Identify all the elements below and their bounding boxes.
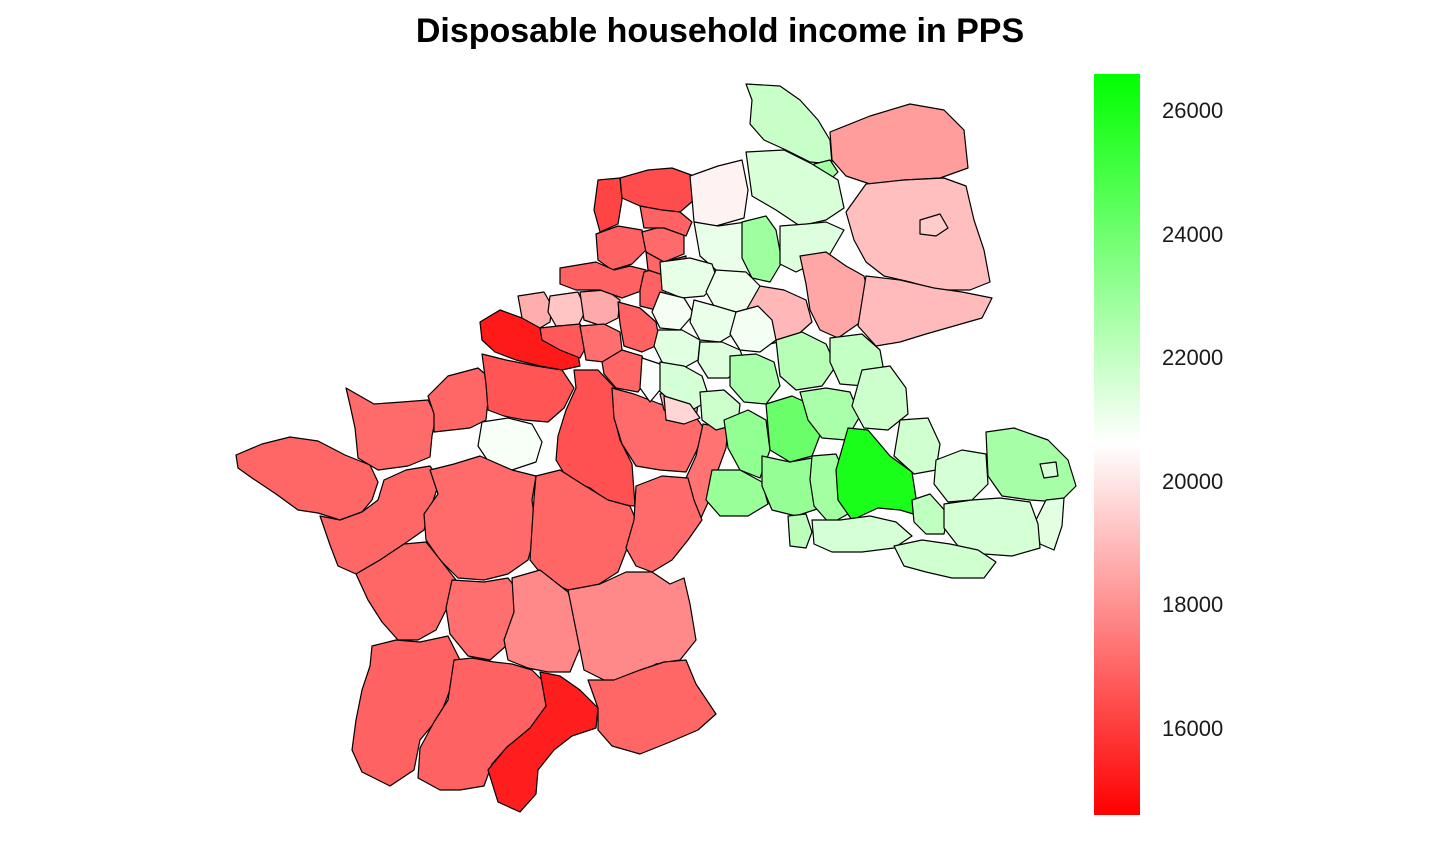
region-fr-auvergne bbox=[503, 569, 581, 673]
region-de-ni-nw bbox=[689, 159, 749, 227]
legend-tick-mark bbox=[1140, 234, 1146, 236]
color-scale-legend bbox=[1094, 74, 1140, 815]
region-de-saarland bbox=[663, 395, 701, 425]
region-at-kaernten bbox=[893, 539, 997, 579]
region-de-brandenburg bbox=[845, 177, 991, 291]
region-at-oberoesterreich bbox=[933, 449, 989, 503]
legend-tick-mark bbox=[1140, 111, 1146, 113]
region-fr-rhone-alpes bbox=[567, 571, 697, 685]
region-de-berlin bbox=[919, 213, 949, 237]
legend-tick-label: 16000 bbox=[1162, 715, 1224, 741]
region-be-west bbox=[517, 291, 553, 329]
region-fr-bretagne bbox=[235, 436, 379, 521]
legend-tick-mark bbox=[1140, 605, 1146, 607]
region-at-wien bbox=[1039, 461, 1059, 479]
region-de-by-oberbayern bbox=[835, 427, 921, 521]
region-fr-lorraine bbox=[611, 387, 706, 473]
region-at-tirol bbox=[811, 515, 913, 553]
legend-tick-label: 24000 bbox=[1162, 221, 1224, 247]
region-nl-north bbox=[619, 167, 695, 213]
region-de-hessen-kassel bbox=[729, 305, 777, 353]
region-nl-gelderland bbox=[639, 205, 693, 237]
region-de-sachsen bbox=[857, 275, 993, 347]
legend-tick-mark bbox=[1140, 358, 1146, 360]
region-fr-languedoc bbox=[487, 671, 599, 813]
region-de-mv bbox=[829, 103, 969, 185]
legend-tick-label: 20000 bbox=[1162, 468, 1224, 494]
region-de-by-unterfranken bbox=[775, 331, 837, 391]
legend-tick-label: 22000 bbox=[1162, 345, 1224, 371]
region-de-ni-braunschweig bbox=[779, 221, 845, 273]
region-fr-normandie-basse bbox=[345, 387, 437, 471]
region-de-hessen-darmstadt bbox=[729, 353, 781, 405]
legend-tick-mark bbox=[1140, 728, 1146, 730]
region-de-nrw-arnsberg bbox=[689, 299, 741, 343]
region-fr-pays-de-la-loire bbox=[319, 465, 441, 575]
region-fr-picardie bbox=[481, 353, 575, 423]
region-de-bw-freiburg bbox=[705, 469, 769, 517]
region-fr-centre bbox=[423, 455, 537, 581]
region-de-by-oberpfalz bbox=[851, 365, 909, 431]
region-fr-nord bbox=[479, 309, 581, 371]
region-at-vorarlberg bbox=[787, 513, 813, 549]
region-at-salzburg bbox=[911, 493, 949, 535]
legend-tick-label: 26000 bbox=[1162, 98, 1224, 124]
region-be-liege bbox=[617, 301, 661, 353]
region-de-ni-lueneburg bbox=[745, 149, 845, 227]
region-fr-ile-de-france bbox=[477, 417, 543, 471]
region-nl-holland bbox=[595, 225, 647, 271]
region-de-nrw-koeln bbox=[653, 329, 701, 371]
region-de-ni-central bbox=[741, 215, 783, 283]
region-nl-friesland bbox=[593, 177, 623, 233]
region-fr-aquitaine bbox=[351, 635, 461, 787]
region-at-burgenland bbox=[1035, 497, 1065, 551]
region-fr-bourgogne bbox=[529, 469, 637, 591]
region-fr-paca bbox=[587, 659, 717, 755]
map-title: Disposable household income in PPS bbox=[415, 12, 1025, 50]
regions-layer bbox=[235, 83, 1077, 813]
region-at-steiermark bbox=[943, 497, 1041, 557]
region-at-niederoesterreich bbox=[985, 427, 1077, 503]
region-de-rp-trier bbox=[639, 357, 661, 403]
region-fr-normandie-haute bbox=[427, 367, 491, 433]
legend-tick-label: 18000 bbox=[1162, 592, 1224, 618]
region-fr-franche-comte bbox=[625, 475, 703, 573]
legend-tick-mark bbox=[1140, 481, 1146, 483]
